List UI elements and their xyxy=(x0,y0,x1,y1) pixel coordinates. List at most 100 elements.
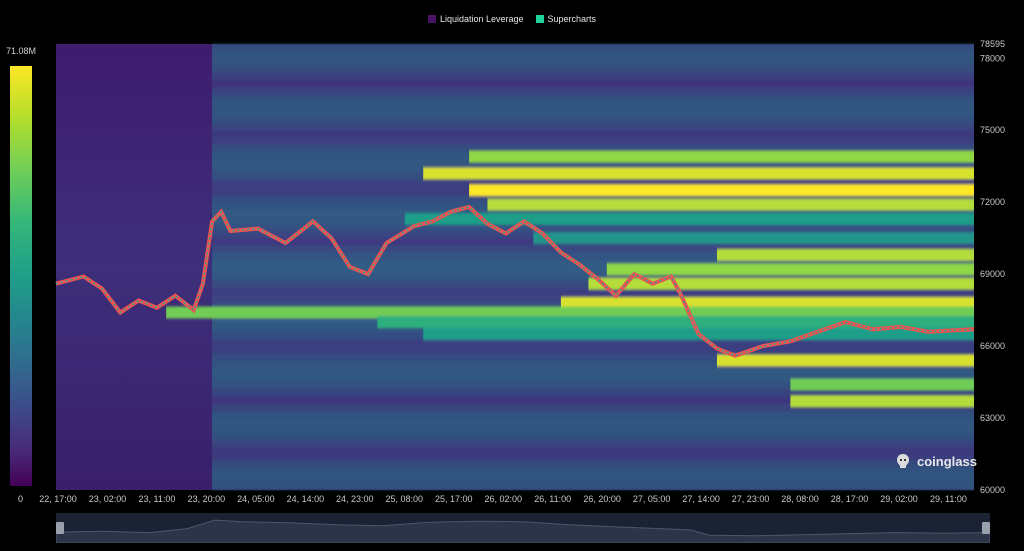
heatmap-cell-row xyxy=(212,382,974,390)
legend-item-0[interactable]: Liquidation Leverage xyxy=(427,14,524,24)
legend-swatch xyxy=(427,15,436,23)
x-tick-label: 25, 08:00 xyxy=(386,494,424,504)
heatmap-cell-row xyxy=(212,410,974,419)
y-tick-label: 69000 xyxy=(980,269,1005,279)
heatmap-cell-row xyxy=(212,338,974,347)
y-tick-label: 78595 xyxy=(980,39,1005,49)
liquidation-band[interactable] xyxy=(487,198,974,211)
y-tick-label: 75000 xyxy=(980,125,1005,135)
heatmap-cell-row xyxy=(212,43,974,52)
heatmap-cell-row xyxy=(212,468,974,476)
y-tick-label: 72000 xyxy=(980,197,1005,207)
heatmap-cell-row xyxy=(212,79,974,88)
x-tick-label: 23, 11:00 xyxy=(139,494,176,504)
watermark-text: coinglass xyxy=(917,453,977,469)
heatmap-cell-row xyxy=(212,252,974,260)
heatmap-cell-row xyxy=(212,432,974,440)
x-tick-label: 25, 17:00 xyxy=(435,494,473,504)
liquidation-band[interactable] xyxy=(404,212,975,225)
liquidation-band[interactable] xyxy=(377,316,974,329)
legend-label: Supercharts xyxy=(547,14,597,24)
heatmap-cell-row xyxy=(212,65,974,73)
heatmap-cell-row xyxy=(212,454,974,462)
heatmap-cell-row xyxy=(212,115,974,124)
y-tick-label: 66000 xyxy=(980,341,1005,351)
heatmap-cell-row xyxy=(212,288,974,296)
heatmap-cell-row xyxy=(212,482,974,490)
liquidation-band[interactable] xyxy=(166,306,974,319)
heatmap-cell-row xyxy=(212,137,974,145)
heatmap-cell-row xyxy=(212,367,974,375)
x-tick-label: 24, 23:00 xyxy=(336,494,374,504)
y-tick-label: 63000 xyxy=(980,413,1005,423)
colorbar-gradient xyxy=(10,66,32,486)
liquidation-band[interactable] xyxy=(469,184,974,197)
heatmap-cell-row xyxy=(212,130,974,138)
heatmap-cell-row xyxy=(212,425,974,433)
x-tick-label: 29, 11:00 xyxy=(930,494,967,504)
navigator-handle-left[interactable] xyxy=(56,522,64,534)
liquidation-band[interactable] xyxy=(716,354,974,367)
x-tick-label: 28, 08:00 xyxy=(781,494,819,504)
chart-legend: Liquidation Leverage Supercharts xyxy=(0,14,1024,24)
legend-swatch xyxy=(535,15,544,23)
heatmap-cell-row xyxy=(212,396,974,404)
heatmap-cell-row xyxy=(212,346,974,354)
heatmap-cell-row xyxy=(212,58,974,66)
x-tick-label: 26, 20:00 xyxy=(583,494,621,504)
x-tick-label: 28, 17:00 xyxy=(831,494,869,504)
heatmap-cell-row xyxy=(212,108,974,116)
heatmap-cell-row xyxy=(212,446,974,455)
navigator-handle-right[interactable] xyxy=(982,522,990,534)
liquidation-band[interactable] xyxy=(533,232,974,245)
price-series-up-candles xyxy=(55,206,975,357)
time-navigator[interactable] xyxy=(55,513,991,544)
heatmap-cell-row xyxy=(212,374,974,383)
heatmap-cell-row xyxy=(212,87,974,95)
heatmap-cell-row xyxy=(212,353,974,361)
heatmap-cell-row xyxy=(212,475,974,483)
liquidation-band[interactable] xyxy=(560,296,974,309)
liquidation-band[interactable] xyxy=(790,395,974,408)
coinglass-watermark: coinglass xyxy=(894,452,977,470)
x-tick-label: 26, 11:00 xyxy=(534,494,571,504)
navigator-area xyxy=(55,519,991,544)
heatmap-cell-row xyxy=(212,461,974,469)
heatmap-cell-row xyxy=(212,266,974,275)
liquidation-band[interactable] xyxy=(790,378,974,391)
heatmap-cell-row xyxy=(212,51,974,59)
legend-item-1[interactable]: Supercharts xyxy=(535,14,597,24)
x-tick-label: 22, 17:00 xyxy=(39,494,77,504)
heatmap-cell-row xyxy=(212,94,974,102)
x-tick-label: 24, 14:00 xyxy=(287,494,325,504)
colorbar-min-label: 0 xyxy=(18,494,24,504)
liquidation-band[interactable] xyxy=(716,248,974,261)
legend-label: Liquidation Leverage xyxy=(439,14,524,24)
heatmap-cell-row xyxy=(212,72,974,80)
heatmap-cell-row xyxy=(212,259,974,267)
x-tick-label: 24, 05:00 xyxy=(237,494,275,504)
liquidation-band[interactable] xyxy=(606,263,974,276)
y-tick-label: 60000 xyxy=(980,485,1005,495)
heatmap-cell-row xyxy=(212,389,974,397)
heatmap-cell-row xyxy=(212,101,974,109)
x-tick-label: 26, 02:00 xyxy=(484,494,522,504)
heatmap-cell-row xyxy=(212,360,974,368)
navigator-chart[interactable] xyxy=(55,513,991,544)
coinglass-logo-icon xyxy=(897,454,909,468)
heatmap-cell-row xyxy=(212,144,974,152)
heatmap-cell-row xyxy=(212,123,974,131)
liquidation-band[interactable] xyxy=(423,167,974,180)
liquidation-band[interactable] xyxy=(588,277,974,290)
y-tick-label: 78000 xyxy=(980,53,1005,63)
heatmap-cell-row xyxy=(212,245,974,253)
colorbar-max-label: 71.08M xyxy=(6,46,37,56)
x-tick-label: 23, 02:00 xyxy=(89,494,127,504)
heatmap-cell-row xyxy=(212,418,974,426)
x-tick-label: 27, 14:00 xyxy=(682,494,720,504)
heatmap-cell-row xyxy=(212,439,974,447)
x-tick-label: 29, 02:00 xyxy=(880,494,918,504)
x-tick-label: 23, 20:00 xyxy=(188,494,226,504)
liquidation-band[interactable] xyxy=(469,150,974,163)
